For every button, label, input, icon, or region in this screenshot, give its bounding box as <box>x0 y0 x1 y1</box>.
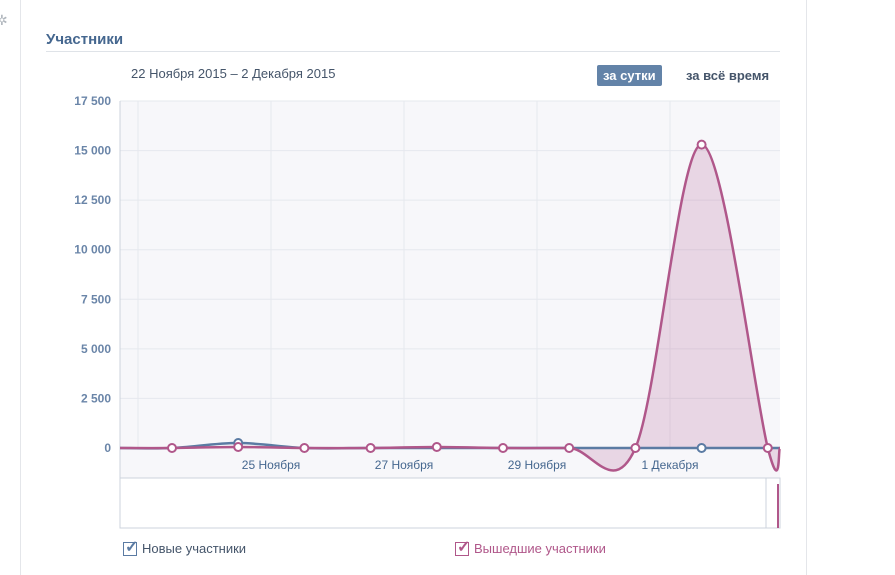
series-line-left-members <box>119 143 782 472</box>
data-point-left-members <box>630 443 641 453</box>
date-range: 22 Ноября 2015 – 2 Декабря 2015 <box>131 66 336 81</box>
x-tick-label: 1 Декабря <box>642 458 699 472</box>
series-area-left-members <box>120 144 780 471</box>
data-point-left-members <box>498 443 508 453</box>
all-time-button[interactable]: за всё время <box>686 68 770 83</box>
y-tick-label: 10 000 <box>74 243 111 257</box>
data-point-left-members <box>564 443 575 453</box>
section-title: Участники <box>46 31 124 48</box>
data-point-left-members <box>167 443 177 453</box>
data-point-left-members <box>233 442 244 453</box>
data-point-left-members <box>762 443 773 453</box>
right-border <box>806 0 807 575</box>
y-tick-label: 2 500 <box>81 391 111 405</box>
x-tick-label: 25 Ноября <box>242 458 300 472</box>
legend-label: Вышедшие участники <box>474 541 606 556</box>
legend-new-members[interactable]: ✓ Новые участники <box>123 538 247 556</box>
data-point-new-members <box>696 443 707 453</box>
legend-left-members[interactable]: ✓ Вышедшие участники <box>455 538 606 556</box>
y-tick-label: 5 000 <box>81 342 111 356</box>
y-tick-label: 15 000 <box>74 144 111 158</box>
navigator <box>119 477 781 529</box>
x-tick-label: 27 Ноября <box>375 458 433 472</box>
checkbox-checked-icon[interactable]: ✓ <box>123 538 139 556</box>
legend-label: Новые участники <box>142 541 247 556</box>
y-tick-label: 17 500 <box>74 94 111 108</box>
data-point-left-members <box>365 443 376 453</box>
left-border <box>20 0 21 575</box>
checkbox-checked-icon[interactable]: ✓ <box>455 538 471 556</box>
y-tick-label: 12 500 <box>74 193 111 207</box>
gear-icon[interactable]: ✲ <box>0 12 8 28</box>
x-tick-label: 29 Ноября <box>508 458 566 472</box>
daily-button[interactable]: за сутки <box>597 65 662 86</box>
divider <box>46 51 780 52</box>
y-tick-label: 0 <box>104 441 111 455</box>
y-tick-label: 7 500 <box>81 292 111 306</box>
data-point-left-members <box>299 443 310 453</box>
data-point-left-members <box>431 442 442 453</box>
data-point-left-members <box>696 139 707 150</box>
